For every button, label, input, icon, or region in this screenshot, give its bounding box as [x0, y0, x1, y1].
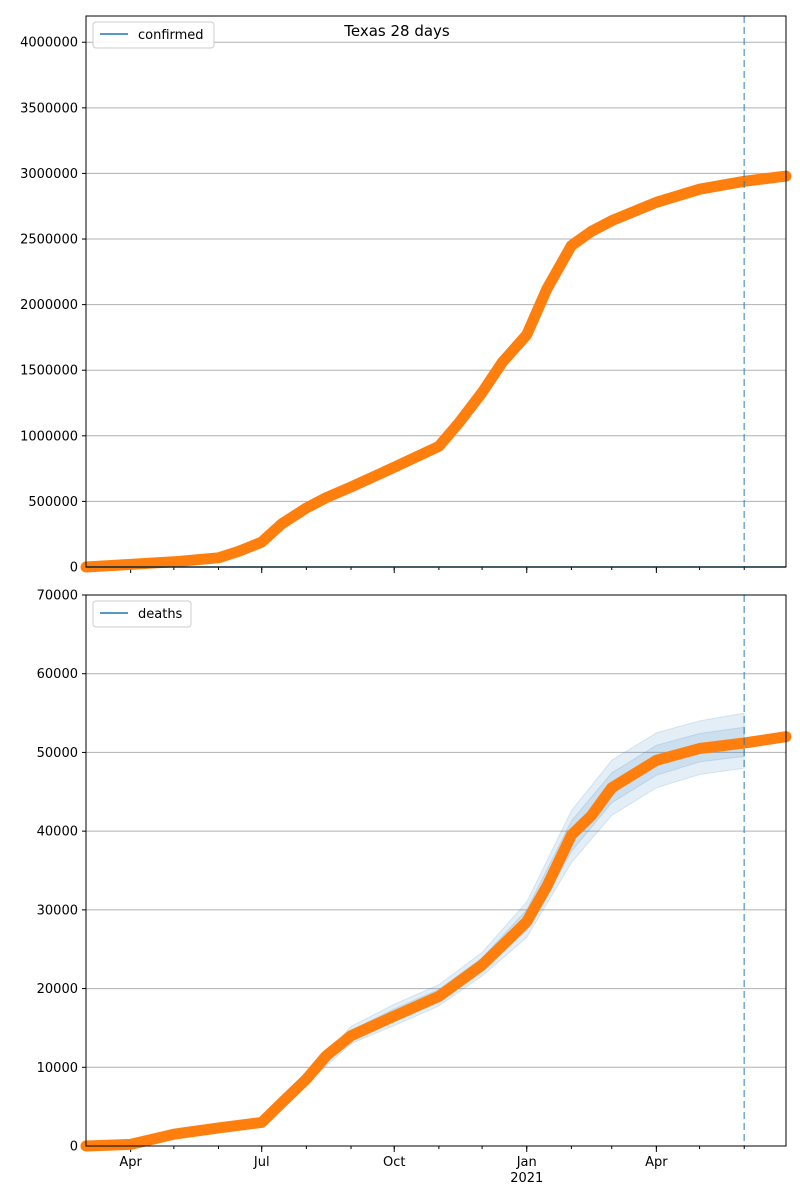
x-tick-year-label: 2021 — [510, 1171, 543, 1186]
y-tick-label: 3500000 — [20, 101, 78, 116]
y-tick-label: 1000000 — [20, 429, 78, 444]
y-tick-label: 2500000 — [20, 233, 78, 248]
y-tick-label: 500000 — [28, 495, 78, 510]
y-tick-label: 10000 — [37, 1061, 78, 1076]
y-tick-label: 3000000 — [20, 167, 78, 182]
y-tick-label: 40000 — [37, 825, 78, 840]
legend-label: confirmed — [138, 28, 204, 43]
y-tick-label: 30000 — [37, 903, 78, 918]
x-tick-label: Apr — [645, 1155, 668, 1170]
y-tick-label: 20000 — [37, 982, 78, 997]
uncertainty-band — [261, 712, 745, 1126]
x-tick-label: Jul — [253, 1155, 270, 1170]
uncertainty-band — [261, 726, 745, 1125]
y-tick-label: 1500000 — [20, 364, 78, 379]
deaths-panel: 0 10000 20000 30000 40000 50000 60000 70000 Apr J… — [37, 589, 792, 1186]
y-tick-label: 0 — [70, 561, 78, 576]
observed-series-line — [80, 170, 792, 573]
axes-frame — [85, 15, 787, 568]
observed-series-line — [80, 731, 792, 1152]
y-tick-label: 0 — [70, 1140, 78, 1155]
confirmed-panel: 0 500000 1000000 1500000 2000000 2500000 30000… — [20, 15, 792, 576]
axes-frame — [85, 594, 787, 1147]
legend-label: deaths — [138, 607, 183, 622]
x-tick-label: Apr — [119, 1155, 142, 1170]
y-tick-label: 60000 — [37, 667, 78, 682]
y-tick-label: 50000 — [37, 746, 78, 761]
legend-box — [92, 21, 215, 49]
x-tick-label: Oct — [383, 1155, 405, 1170]
y-tick-label: 2000000 — [20, 298, 78, 313]
y-tick-label: 4000000 — [20, 36, 78, 51]
y-tick-label: 70000 — [37, 589, 78, 604]
x-tick-label: Jan — [516, 1155, 537, 1170]
legend-box — [92, 600, 192, 628]
figure-title: Texas 28 days — [343, 22, 450, 40]
